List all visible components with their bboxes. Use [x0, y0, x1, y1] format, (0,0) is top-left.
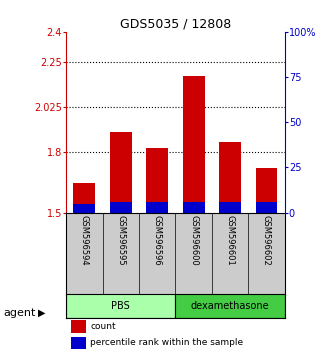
Bar [110, 202, 132, 213]
Text: agent: agent [3, 308, 36, 318]
Bar [219, 202, 241, 213]
Bar [71, 337, 86, 349]
Bar [256, 169, 277, 213]
Bar [71, 320, 86, 333]
Bar [146, 148, 168, 213]
Bar [66, 295, 175, 318]
Text: GSM596596: GSM596596 [153, 215, 162, 266]
Text: GSM596595: GSM596595 [116, 215, 125, 266]
Text: ▶: ▶ [38, 308, 46, 318]
Bar [110, 132, 132, 213]
Bar [146, 202, 168, 213]
Bar [219, 142, 241, 213]
Bar [183, 202, 205, 213]
Bar [183, 76, 205, 213]
Text: GSM596600: GSM596600 [189, 215, 198, 266]
Bar [73, 204, 95, 213]
Text: PBS: PBS [112, 301, 130, 311]
Bar [73, 183, 95, 213]
Text: percentile rank within the sample: percentile rank within the sample [90, 338, 243, 347]
Text: GSM596601: GSM596601 [225, 215, 235, 266]
Text: count: count [90, 322, 116, 331]
Text: dexamethasone: dexamethasone [191, 301, 269, 311]
Text: GSM596594: GSM596594 [80, 215, 89, 266]
Bar [256, 202, 277, 213]
Bar [175, 295, 285, 318]
Title: GDS5035 / 12808: GDS5035 / 12808 [120, 18, 231, 31]
Text: GSM596602: GSM596602 [262, 215, 271, 266]
